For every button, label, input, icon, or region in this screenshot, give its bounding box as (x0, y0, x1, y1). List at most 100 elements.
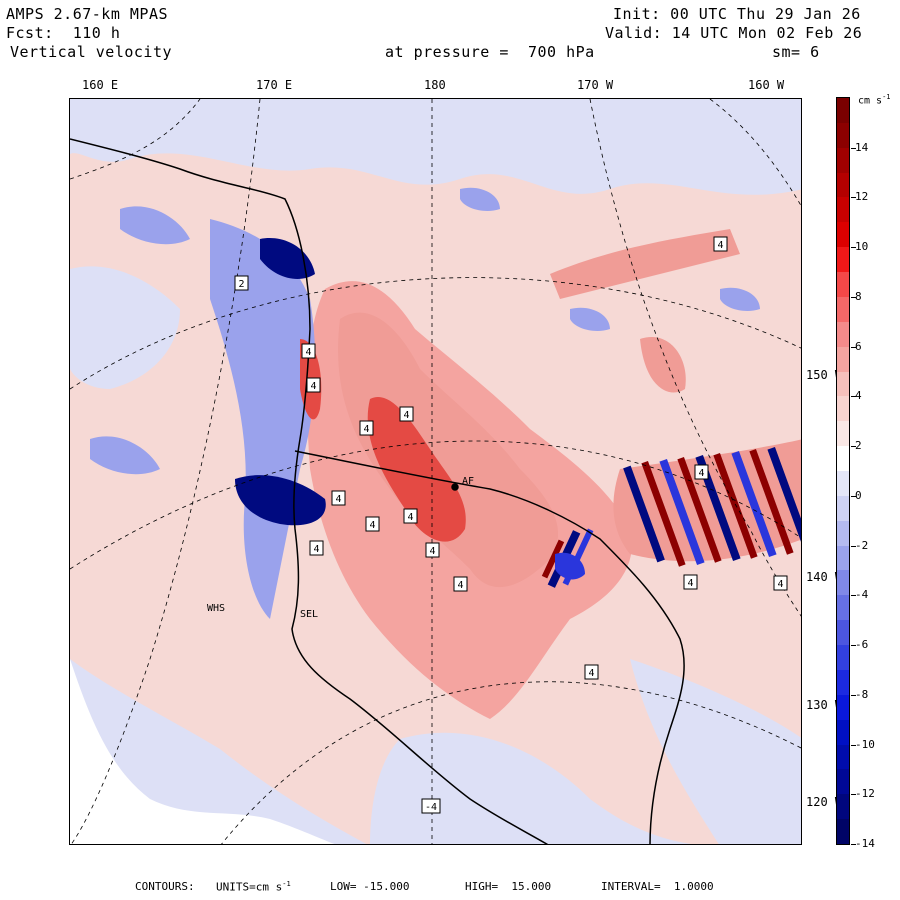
box-label: 4 (301, 343, 316, 359)
svg-text:4: 4 (777, 579, 783, 590)
box-label: 4 (365, 516, 380, 532)
wave-stripes-east (623, 446, 801, 567)
box-label: 4 (713, 236, 728, 252)
colorbar-tick-label: 10 (855, 240, 869, 254)
colorbar-segment (837, 296, 849, 323)
station-af: AF (462, 476, 474, 487)
box-label: 4 (306, 377, 321, 393)
neg-west-blobs (90, 206, 190, 475)
field-name: Vertical velocity (10, 43, 173, 61)
svg-text:4: 4 (313, 544, 319, 555)
colorbar-segment (837, 471, 849, 497)
svg-text:4: 4 (698, 468, 704, 479)
svg-text:4: 4 (335, 494, 341, 505)
colorbar-tick-label: 14 (855, 140, 869, 154)
box-label: 4 (359, 420, 374, 436)
colorbar-segment (837, 272, 849, 298)
colorbar-segment (837, 620, 849, 646)
box-label: 4 (683, 574, 698, 590)
colorbar-tick (851, 446, 856, 448)
footer-interval: INTERVAL= 1.0000 (601, 880, 714, 893)
graticule (70, 99, 801, 844)
colorbar-segment (837, 769, 849, 795)
footer-high: HIGH= 15.000 (465, 880, 552, 893)
colorbar-tick (851, 396, 856, 398)
box-label: 4 (453, 576, 468, 592)
colorbar-tick (851, 844, 856, 845)
pressure-level: at pressure = 700 hPa (385, 43, 595, 61)
svg-text:2: 2 (238, 279, 244, 290)
footer-units: UNITS=cm s-1 (216, 880, 291, 894)
box-label: 4 (584, 664, 599, 680)
colorbar-segment (837, 645, 849, 671)
box-label: 4 (399, 406, 414, 422)
colorbar-tick (851, 346, 856, 348)
svg-text:4: 4 (588, 668, 594, 679)
box-label: 4 (773, 575, 788, 591)
colorbar-tick-label: 6 (855, 339, 862, 353)
box-label: 4 (694, 464, 709, 480)
svg-text:4: 4 (310, 381, 316, 392)
svg-text:4: 4 (429, 546, 435, 557)
box-label: -4 (421, 798, 441, 814)
colorbar-tick-label: 4 (855, 389, 862, 403)
neg-patches-north (460, 187, 760, 331)
colorbar-segment (837, 570, 849, 596)
colorbar-tick-label: 12 (855, 190, 869, 204)
neg-region-south (370, 732, 692, 844)
map-canvas: 4 4 4 4 4 4 4 4 4 4 4 4 4 4 -4 2 4 WHS S… (70, 99, 801, 844)
colorbar-segment (837, 222, 849, 248)
svg-text:4: 4 (363, 424, 369, 435)
dark-convective-north (260, 238, 315, 279)
colorbar-segment (837, 595, 849, 621)
colorbar-segment (837, 669, 849, 696)
colorbar-segment (837, 321, 849, 348)
colorbar-tick-label: -12 (855, 787, 875, 801)
vertical-velocity-map: 4 4 4 4 4 4 4 4 4 4 4 4 4 4 -4 2 4 WHS S… (69, 98, 802, 845)
colorbar-tick (851, 545, 856, 547)
colorbar-segment (837, 122, 849, 149)
svg-text:4: 4 (457, 580, 463, 591)
colorbar-tick (851, 694, 856, 696)
dark-convective-cluster (235, 475, 326, 526)
svg-text:4: 4 (407, 512, 413, 523)
colorbar-tick (851, 495, 856, 497)
colorbar-segment (837, 545, 849, 571)
colorbar-tick (851, 296, 856, 298)
colorbar-segment (837, 719, 849, 746)
colorbar-tick (851, 744, 856, 746)
colorbar-tick (851, 645, 856, 647)
init-time: Init: 00 UTC Thu 29 Jan 26 (613, 5, 861, 23)
colorbar-segment (837, 396, 849, 422)
pos-patch-east (640, 337, 686, 393)
svg-text:-4: -4 (425, 802, 437, 813)
coastline (70, 138, 685, 844)
colorbar-tick-label: -6 (855, 638, 869, 652)
colorbar-tick (851, 794, 856, 796)
colorbar-segment (837, 694, 849, 721)
neg-blob-central (555, 552, 585, 580)
svg-text:4: 4 (403, 410, 409, 421)
colorbar (836, 97, 856, 845)
colorbar-segment (837, 247, 849, 273)
colorbar-segment (837, 197, 849, 223)
colorbar-segment (837, 371, 849, 397)
box-label: 4 (403, 508, 418, 524)
smoothing: sm= 6 (772, 43, 820, 61)
pos-plume-mid (338, 312, 559, 588)
pos-streak-ne (550, 229, 740, 299)
lon-label-180: 180 (424, 78, 446, 92)
colorbar-segment (837, 172, 849, 198)
lon-label-160w: 160 W (748, 78, 785, 92)
colorbar-segment (837, 520, 849, 547)
lon-label-160e: 160 E (82, 78, 119, 92)
pos-plume-core (367, 397, 466, 542)
box-label: 4 (331, 490, 346, 506)
colorbar-segment (837, 794, 849, 820)
footer-contours: CONTOURS: (135, 880, 195, 893)
box-label: 4 (425, 542, 440, 558)
colorbar-tick-label: 2 (855, 439, 862, 453)
colorbar-segment (837, 819, 849, 845)
neg-west-field (70, 266, 180, 389)
svg-text:4: 4 (687, 578, 693, 589)
